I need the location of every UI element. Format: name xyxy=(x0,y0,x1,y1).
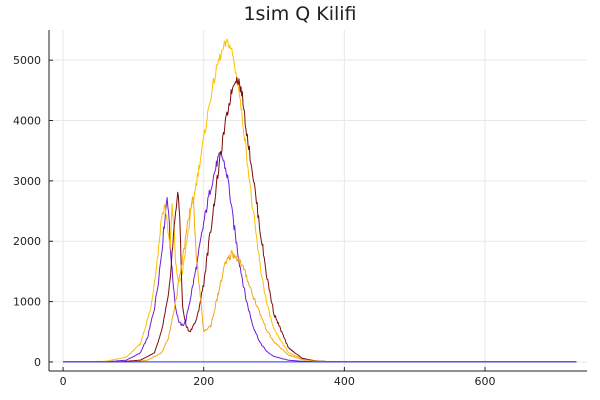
y-tick-label: 0 xyxy=(34,356,41,369)
x-tick-label: 200 xyxy=(193,375,214,388)
y-tick-label: 3000 xyxy=(13,175,41,188)
x-tick-label: 400 xyxy=(334,375,355,388)
chart-title: 1sim Q Kilifi xyxy=(243,3,357,25)
y-tick-label: 1000 xyxy=(13,296,41,309)
x-tick-label: 600 xyxy=(475,375,496,388)
series-line-1 xyxy=(63,151,577,363)
y-tick-label: 2000 xyxy=(13,235,41,248)
x-tick-label: 0 xyxy=(60,375,67,388)
y-tick-label: 4000 xyxy=(13,115,41,128)
series-line-4 xyxy=(63,196,577,363)
y-tick-label: 5000 xyxy=(13,54,41,67)
series-line-2 xyxy=(63,38,577,363)
